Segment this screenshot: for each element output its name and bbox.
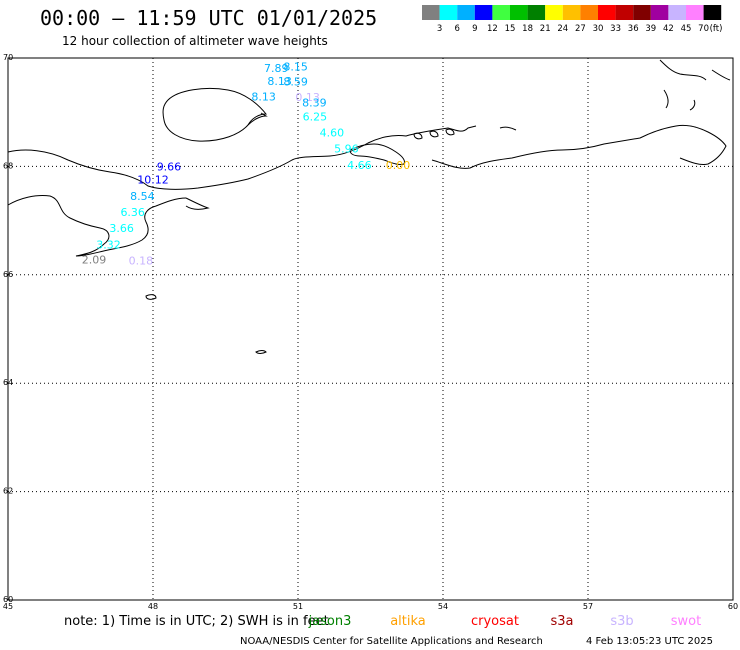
wave-height-label: 6.25 [303,111,328,124]
scale-unit: (ft) [710,24,723,34]
y-tick-label: 60 [3,595,13,604]
wave-height-label: 3.66 [109,222,134,235]
map-subtitle: 12 hour collection of altimeter wave hei… [62,34,328,48]
scale-swatch [439,5,458,20]
scale-label: 42 [663,24,674,34]
wave-height-label: 0.13 [295,91,320,104]
axis-tick-labels: 45 48 51 54 57 60 70 68 66 64 62 60 [3,53,738,611]
scale-swatch [545,5,563,20]
scale-label: 9 [472,24,477,34]
scale-label: 27 [575,24,586,34]
scale-label: 36 [628,24,639,34]
wave-height-label: 8.13 [267,75,292,88]
lat-lon-grid [8,58,733,600]
satellite-cryosat: cryosat [471,614,519,629]
y-tick-label: 66 [3,270,13,279]
satellite-legend: jason3 altika cryosat s3a s3b swot [308,614,702,629]
scale-swatch [650,5,669,20]
scale-label: 3 [437,24,442,34]
scale-swatch [492,5,510,20]
wave-height-label: 8.59 [283,75,308,88]
pechora-islets [413,128,455,140]
x-tick-label: 57 [583,602,593,611]
wave-height-label: 4.66 [347,159,372,172]
wave-height-label: 9.66 [157,160,182,173]
wave-height-label: 10.12 [137,173,169,186]
scale-label: 39 [645,24,656,34]
scale-label: 70 [698,24,709,34]
wave-height-label: 3.32 [96,238,121,251]
wave-height-label: 7.89 [264,62,289,75]
scale-swatch [510,5,528,20]
map-title: 00:00 – 11:59 UTC 01/01/2025 [40,6,378,30]
scale-label: 21 [540,24,551,34]
scale-label: 24 [557,24,568,34]
satellite-s3b: s3b [610,614,633,629]
satellite-altika: altika [390,614,426,629]
scale-swatch [598,5,616,20]
scale-label: 18 [522,24,533,34]
scale-swatch [474,5,493,20]
scale-swatch [562,5,581,20]
novaya-zemlya-tip [659,59,731,111]
satellite-s3a: s3a [550,614,573,629]
x-tick-label: 45 [3,602,13,611]
y-tick-label: 68 [3,161,13,170]
kanin-inner-coast [185,197,210,210]
scale-swatch [615,5,634,20]
y-tick-label: 62 [3,487,13,496]
color-scale-legend: 3 6 9 12 15 18 21 24 27 30 33 36 39 42 45 70 (ft) [422,5,722,34]
scale-swatch [422,5,440,20]
x-tick-label: 54 [438,602,448,611]
coastlines [7,59,731,354]
sea-islet-2 [255,350,267,354]
pechora-delta [349,143,405,165]
kolguev-spit [247,112,268,126]
wave-height-label: 4.60 [320,126,345,139]
satellite-swot: swot [671,614,701,629]
scale-swatch [633,5,651,20]
scale-swatch [686,5,704,20]
wave-height-label: 8.54 [130,190,155,203]
x-tick-label: 51 [293,602,303,611]
timestamp-text: 4 Feb 13:05:23 UTC 2025 [586,636,713,647]
scale-swatch [703,5,722,20]
scale-label: 30 [593,24,604,34]
scale-swatch [668,5,686,20]
footer-note: note: 1) Time is in UTC; 2) SWH is in fe… [64,614,329,629]
scale-label: 33 [610,24,621,34]
wave-height-label: 8.39 [302,96,327,109]
scale-swatch [457,5,475,20]
y-tick-label: 70 [3,53,13,62]
sea-islet-1 [145,294,157,300]
wave-height-label: 0.00 [386,159,411,172]
east-coast [431,125,727,169]
dolgiy-islet [499,126,517,131]
observation-labels: 7.898.158.138.598.13 0.138.396.254.605.96… [82,61,411,268]
scale-swatch [580,5,598,20]
scale-label: 6 [454,24,459,34]
wave-height-label: 8.15 [283,61,308,74]
scale-swatch [527,5,546,20]
scale-label: 15 [505,24,516,34]
wave-height-label: 0.18 [129,255,154,268]
credit-text: NOAA/NESDIS Center for Satellite Applica… [240,636,543,647]
scale-label: 12 [487,24,498,34]
y-tick-label: 64 [3,378,13,387]
wave-height-label: 8.13 [251,90,276,103]
wave-height-label: 5.96 [334,143,359,156]
wave-height-label: 2.09 [82,254,107,267]
x-tick-label: 60 [728,602,738,611]
x-tick-label: 48 [148,602,158,611]
map-frame [7,57,734,601]
scale-label: 45 [681,24,692,34]
kanin-west-coast [7,195,187,257]
wave-height-label: 6.36 [120,206,145,219]
satellite-jason3: jason3 [308,614,352,629]
